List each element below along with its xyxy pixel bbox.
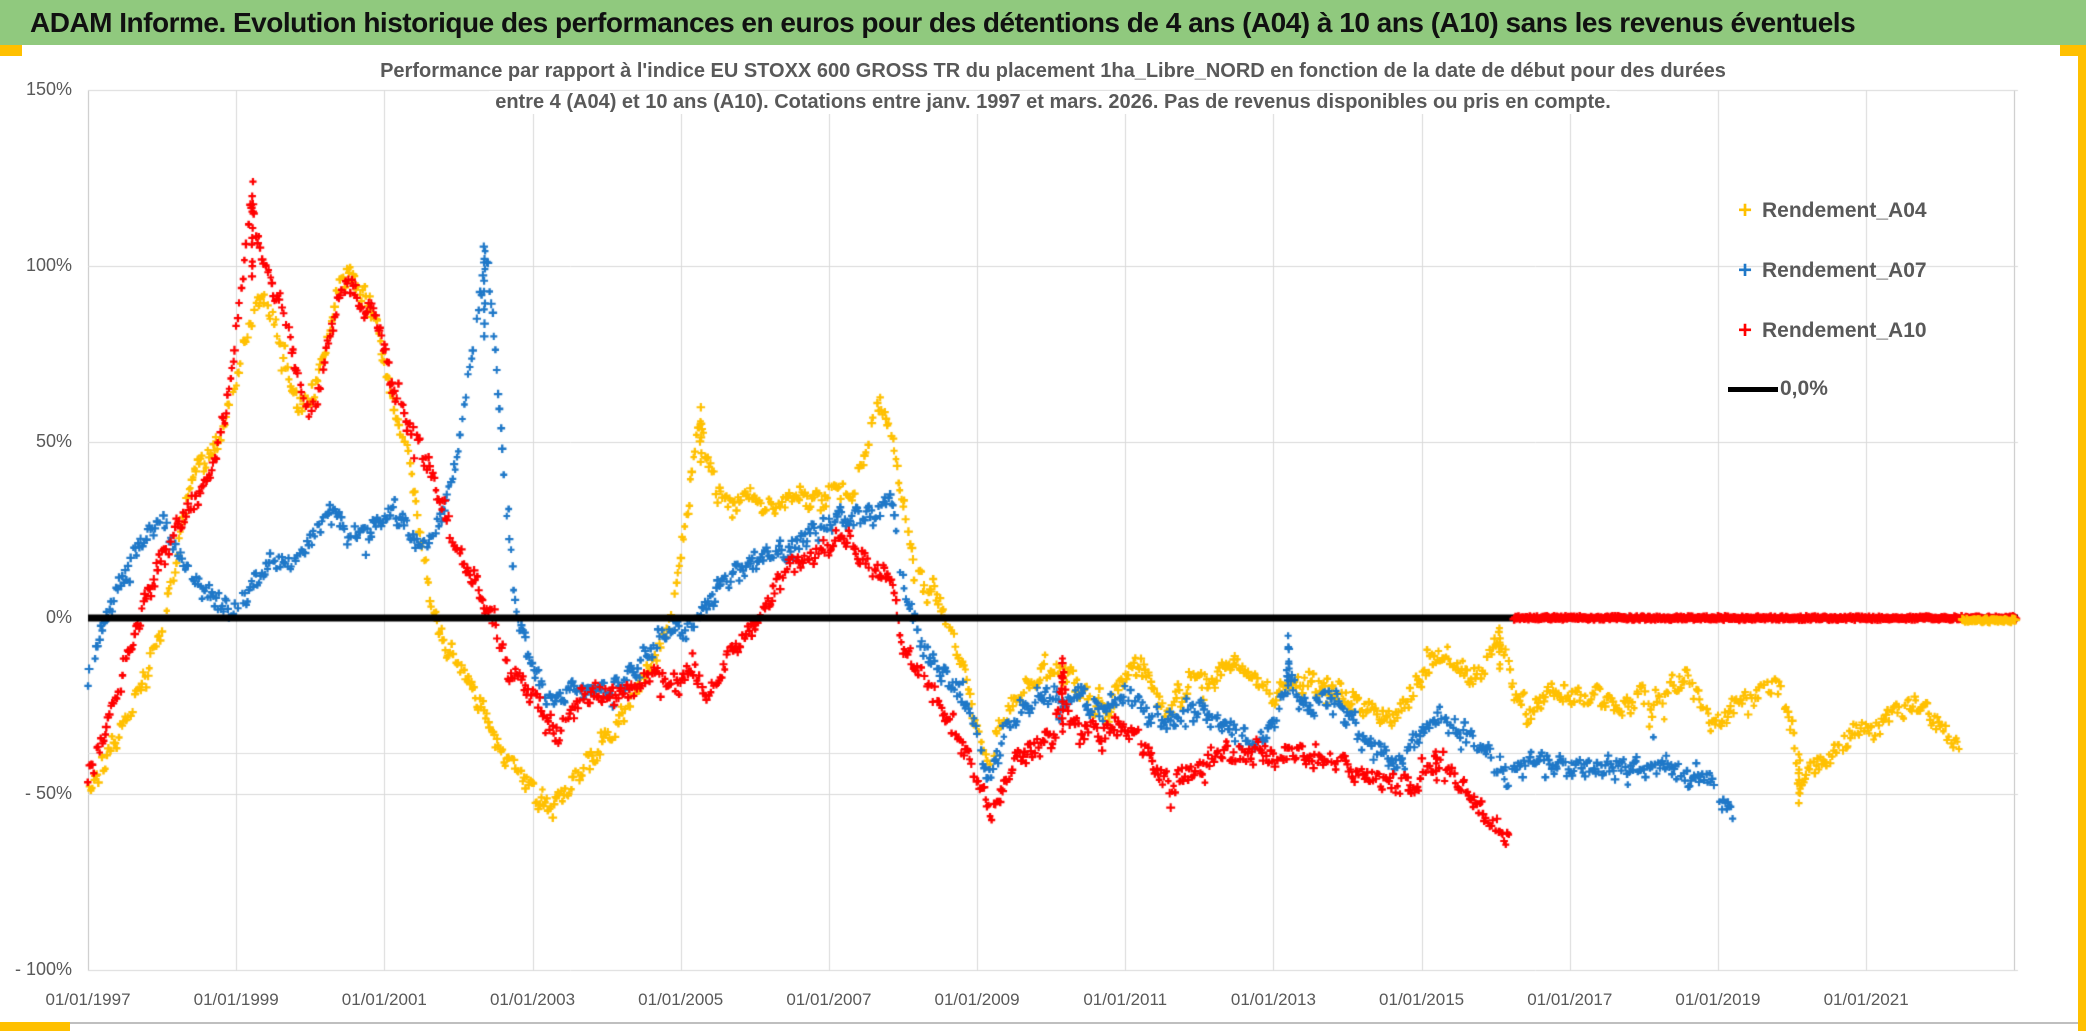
- plus-marker-icon: +: [1737, 197, 1752, 224]
- gold-frame-bottom-left: [0, 1022, 70, 1031]
- x-tick-label: 01/01/2013: [1230, 990, 1316, 1009]
- gold-frame-top-right: [2060, 44, 2086, 56]
- x-tick-label: 01/01/2001: [341, 990, 427, 1009]
- y-tick-label: - 100%: [14, 959, 72, 979]
- x-tick-label: 01/01/1999: [193, 990, 279, 1009]
- chart-title-line-2: entre 4 (A04) et 10 ans (A10). Cotations…: [88, 91, 2018, 114]
- y-tick-label: 100%: [25, 255, 72, 275]
- plus-marker-icon: +: [1737, 257, 1752, 284]
- page-title: ADAM Informe. Evolution historique des p…: [30, 6, 1856, 38]
- y-tick-label: 50%: [35, 431, 72, 451]
- legend-item-rendement-a07: + Rendement_A07: [1728, 256, 1927, 286]
- x-tick-label: 01/01/2009: [934, 990, 1020, 1009]
- legend-item-rendement-a04: + Rendement_A04: [1728, 196, 1927, 226]
- y-tick-label: 150%: [25, 79, 72, 99]
- plus-marker-icon: +: [1737, 317, 1752, 344]
- x-tick-label: 01/01/2019: [1675, 990, 1761, 1009]
- legend-item-0-0-: 0,0%: [1728, 374, 1828, 404]
- x-tick-label: 01/01/2011: [1083, 990, 1168, 1009]
- x-tick-label: 01/01/2015: [1379, 990, 1465, 1009]
- x-tick-label: 01/01/1997: [45, 990, 131, 1009]
- bottom-divider: [0, 1022, 2086, 1024]
- x-tick-label: 01/01/2005: [638, 990, 724, 1009]
- x-tick-label: 01/01/2017: [1527, 990, 1613, 1009]
- gold-frame-right: [2078, 44, 2086, 1031]
- chart-title-text-1: Performance par rapport à l'indice EU ST…: [374, 60, 1732, 83]
- x-tick-label: 01/01/2021: [1823, 990, 1909, 1009]
- line-marker-icon: [1728, 386, 1778, 392]
- x-tick-label: 01/01/2007: [786, 990, 872, 1009]
- legend-label: Rendement_A10: [1762, 319, 1927, 342]
- y-tick-label: - 50%: [24, 783, 72, 803]
- chart-title-line-1: Performance par rapport à l'indice EU ST…: [88, 60, 2018, 83]
- chart-title-text-2: entre 4 (A04) et 10 ans (A10). Cotations…: [489, 91, 1617, 114]
- title-bar: ADAM Informe. Evolution historique des p…: [0, 0, 2086, 45]
- x-tick-label: 01/01/2003: [489, 990, 576, 1009]
- legend-label: Rendement_A04: [1762, 199, 1927, 222]
- legend-label: 0,0%: [1780, 377, 1828, 400]
- y-tick-label: 0%: [45, 607, 72, 627]
- gold-frame-top-left: [0, 44, 22, 56]
- legend-item-rendement-a10: + Rendement_A10: [1728, 316, 1927, 346]
- legend-label: Rendement_A07: [1762, 259, 1927, 282]
